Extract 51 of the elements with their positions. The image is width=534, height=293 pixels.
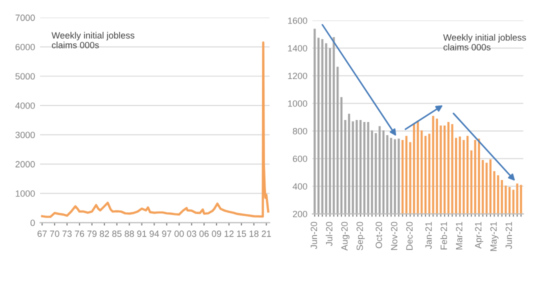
y-tick-label: 1400: [288, 45, 308, 52]
x-tick-label: 18: [250, 230, 259, 237]
x-tick-label: 91: [137, 230, 146, 237]
y-tick-label: 3000: [15, 132, 35, 138]
x-tick-label: 94: [150, 230, 159, 237]
x-tick-label: 03: [186, 230, 196, 237]
x-tick-label: 73: [62, 230, 72, 237]
x-tick-label: Oct-20: [376, 222, 382, 248]
y-tick-label: 1000: [16, 190, 35, 197]
line-series: [41, 41, 270, 218]
x-tick-label: Jul-20: [326, 222, 332, 246]
x-tick-label: 82: [100, 230, 109, 237]
x-tick-label: Sep-20: [356, 222, 365, 250]
y-tick-label: 600: [292, 156, 308, 162]
x-tick-label: 79: [87, 230, 97, 237]
y-tick-label: 4000: [15, 102, 35, 109]
y-tick-label: 5000: [15, 73, 35, 80]
x-tick-label: 85: [112, 230, 122, 237]
x-tick-label: Jun-20: [310, 222, 318, 249]
x-tick-label: Apr-21: [475, 222, 484, 249]
x-tick-label: 97: [162, 230, 172, 237]
x-tick-label: 70: [50, 230, 60, 237]
x-tick-label: 88: [124, 230, 134, 237]
y-tick-label: 2000: [16, 161, 35, 168]
y-tick-label: 1200: [288, 72, 308, 80]
annotation: Weekly initial jobless claims 000s: [443, 34, 526, 50]
x-tick-label: Mar-21: [456, 222, 462, 250]
x-tick-label: Jan-21: [425, 222, 432, 249]
y-tick-label: 6000: [16, 44, 35, 50]
y-tick-label: 800: [292, 128, 308, 134]
x-tick-label: Jun-21: [506, 222, 512, 249]
x-tick-label: 00: [174, 230, 184, 237]
y-tick-label: 1600: [288, 17, 308, 24]
y-tick-label: 7000: [16, 14, 35, 21]
x-tick-label: 76: [74, 230, 84, 237]
x-tick-label: 09: [212, 230, 222, 237]
y-tick-label: 400: [292, 183, 308, 190]
y-tick-label: 200: [292, 210, 308, 218]
x-tick-label: Aug-20: [341, 222, 350, 251]
x-tick-label: May-21: [490, 222, 498, 251]
x-tick-label: 06: [199, 230, 209, 237]
x-tick-label: Dec-20: [406, 222, 413, 250]
x-tick-label: Feb-21: [440, 222, 448, 250]
x-tick-label: 15: [237, 230, 246, 237]
y-tick-label: 1000: [288, 100, 308, 107]
x-tick-label: Nov-20: [390, 222, 398, 250]
x-tick-label: 12: [224, 230, 234, 237]
annotation: Weekly initial jobless claims 000s: [52, 32, 134, 48]
y-tick-label: 0: [30, 220, 35, 226]
x-tick-label: 67: [38, 230, 47, 237]
x-tick-label: 21: [262, 230, 271, 237]
